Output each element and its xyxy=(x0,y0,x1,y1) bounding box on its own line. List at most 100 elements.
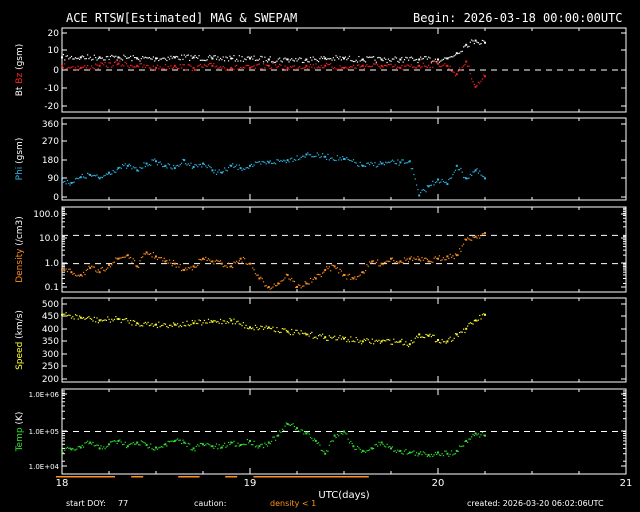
data-point-fill xyxy=(210,261,212,263)
data-point-fill xyxy=(296,155,298,157)
data-point-fill xyxy=(358,55,360,58)
data-point-fill xyxy=(81,275,83,277)
data-point-fill xyxy=(326,62,328,64)
data-point-fill xyxy=(171,57,173,59)
data-point-fill xyxy=(389,445,391,448)
data-point-fill xyxy=(350,159,352,162)
data-point-fill xyxy=(65,55,67,57)
data-point-fill xyxy=(312,440,314,442)
data-point-fill xyxy=(413,59,415,62)
data-point-fill xyxy=(295,329,297,331)
data-point-fill xyxy=(393,338,395,340)
data-point xyxy=(455,333,458,336)
data-point-fill xyxy=(125,447,128,449)
data-point-fill xyxy=(445,57,447,59)
data-point-fill xyxy=(288,161,290,163)
data-point-fill xyxy=(410,256,412,258)
data-point xyxy=(474,319,477,322)
data-point-fill xyxy=(393,58,395,60)
data-point-fill xyxy=(142,167,144,169)
data-point-fill xyxy=(242,443,244,445)
data-point-fill xyxy=(304,281,306,283)
data-point xyxy=(446,340,449,343)
data-point-fill xyxy=(62,53,65,56)
data-point-fill xyxy=(147,64,149,67)
data-point xyxy=(380,162,383,165)
data-point-fill xyxy=(315,155,317,157)
data-point-fill xyxy=(207,64,210,66)
data-point-fill xyxy=(150,58,152,60)
data-point-fill xyxy=(73,181,75,183)
data-point-fill xyxy=(125,63,128,65)
data-point-fill xyxy=(245,65,247,67)
data-point-fill xyxy=(72,66,74,68)
data-point-fill xyxy=(346,67,348,69)
data-point-fill xyxy=(112,55,114,57)
data-point-fill xyxy=(445,450,447,452)
data-point-fill xyxy=(154,257,156,259)
data-point-fill xyxy=(304,156,306,158)
data-point-fill xyxy=(335,159,337,162)
data-point-fill xyxy=(347,158,349,161)
data-point-fill xyxy=(164,64,167,66)
data-point-fill xyxy=(214,66,216,68)
data-point-fill xyxy=(471,39,473,41)
data-point-fill xyxy=(191,57,193,59)
data-point-fill xyxy=(467,441,469,443)
data-point-fill xyxy=(109,441,112,443)
data-point-fill xyxy=(332,68,334,70)
data-point-fill xyxy=(129,64,132,67)
data-point-fill xyxy=(350,65,352,68)
data-point-fill xyxy=(416,452,418,454)
data-point-fill xyxy=(351,277,353,279)
data-point-fill xyxy=(219,318,222,321)
data-point-fill xyxy=(172,259,175,262)
data-point-fill xyxy=(241,443,243,446)
data-point xyxy=(437,58,439,61)
data-point-fill xyxy=(387,446,390,448)
data-point-fill xyxy=(139,166,141,169)
data-point-fill xyxy=(266,287,269,289)
data-point-fill xyxy=(480,235,482,237)
data-point-fill xyxy=(385,161,387,163)
data-point-fill xyxy=(322,333,324,335)
data-point-fill xyxy=(273,162,275,164)
data-point-fill xyxy=(364,61,367,63)
data-point-fill xyxy=(300,429,302,431)
data-point-fill xyxy=(113,261,116,263)
data-point-fill xyxy=(272,62,274,65)
data-point-fill xyxy=(269,67,271,70)
data-point-fill xyxy=(107,66,109,68)
data-point xyxy=(333,265,336,268)
data-point-fill xyxy=(215,58,218,60)
data-point-fill xyxy=(453,171,455,173)
data-point-fill xyxy=(167,440,169,442)
data-point-fill xyxy=(285,273,287,275)
data-point xyxy=(314,439,317,442)
data-point-fill xyxy=(454,169,457,171)
data-point xyxy=(371,447,374,450)
data-point-fill xyxy=(262,446,265,449)
data-point-fill xyxy=(458,67,461,69)
data-point xyxy=(343,273,345,276)
data-point-fill xyxy=(433,60,435,63)
data-point-fill xyxy=(386,338,388,341)
data-point xyxy=(249,262,251,265)
data-point xyxy=(79,316,82,319)
data-point-fill xyxy=(441,259,443,261)
data-point-fill xyxy=(144,56,146,58)
data-point-fill xyxy=(436,61,438,63)
data-point-fill xyxy=(385,58,387,60)
data-point-fill xyxy=(158,59,160,62)
data-point-fill xyxy=(183,324,185,327)
data-point-fill xyxy=(319,157,321,159)
data-point-fill xyxy=(378,66,380,68)
data-point-fill xyxy=(138,444,140,446)
data-point-fill xyxy=(250,56,253,58)
data-point-fill xyxy=(170,262,172,264)
data-point-fill xyxy=(189,64,191,66)
data-point-fill xyxy=(189,59,191,62)
data-point-fill xyxy=(450,450,453,452)
